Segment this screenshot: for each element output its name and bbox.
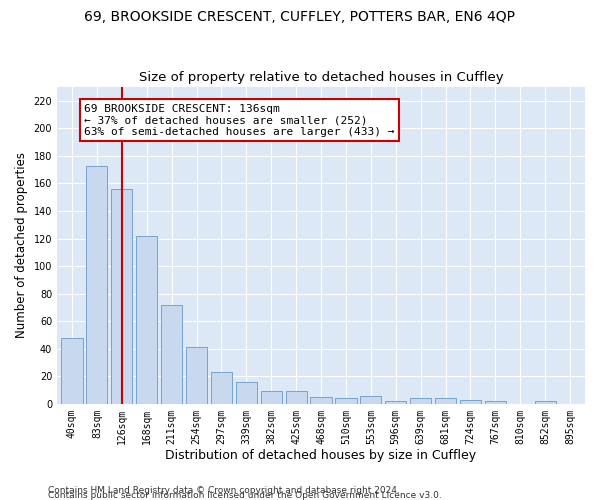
Bar — [236, 382, 257, 404]
Bar — [136, 236, 157, 404]
Text: Contains public sector information licensed under the Open Government Licence v3: Contains public sector information licen… — [48, 491, 442, 500]
Bar — [111, 189, 133, 404]
Text: 69, BROOKSIDE CRESCENT, CUFFLEY, POTTERS BAR, EN6 4QP: 69, BROOKSIDE CRESCENT, CUFFLEY, POTTERS… — [85, 10, 515, 24]
Bar — [61, 338, 83, 404]
Bar — [485, 401, 506, 404]
Bar — [286, 392, 307, 404]
Bar — [86, 166, 107, 404]
Bar — [310, 397, 332, 404]
Bar — [161, 304, 182, 404]
Bar — [260, 392, 282, 404]
Bar — [535, 401, 556, 404]
Title: Size of property relative to detached houses in Cuffley: Size of property relative to detached ho… — [139, 72, 503, 85]
Text: Contains HM Land Registry data © Crown copyright and database right 2024.: Contains HM Land Registry data © Crown c… — [48, 486, 400, 495]
Bar — [335, 398, 356, 404]
Bar — [360, 396, 382, 404]
Bar — [186, 348, 207, 404]
X-axis label: Distribution of detached houses by size in Cuffley: Distribution of detached houses by size … — [166, 450, 476, 462]
Text: 69 BROOKSIDE CRESCENT: 136sqm
← 37% of detached houses are smaller (252)
63% of : 69 BROOKSIDE CRESCENT: 136sqm ← 37% of d… — [85, 104, 395, 137]
Bar — [460, 400, 481, 404]
Bar — [410, 398, 431, 404]
Y-axis label: Number of detached properties: Number of detached properties — [15, 152, 28, 338]
Bar — [435, 398, 456, 404]
Bar — [211, 372, 232, 404]
Bar — [385, 401, 406, 404]
